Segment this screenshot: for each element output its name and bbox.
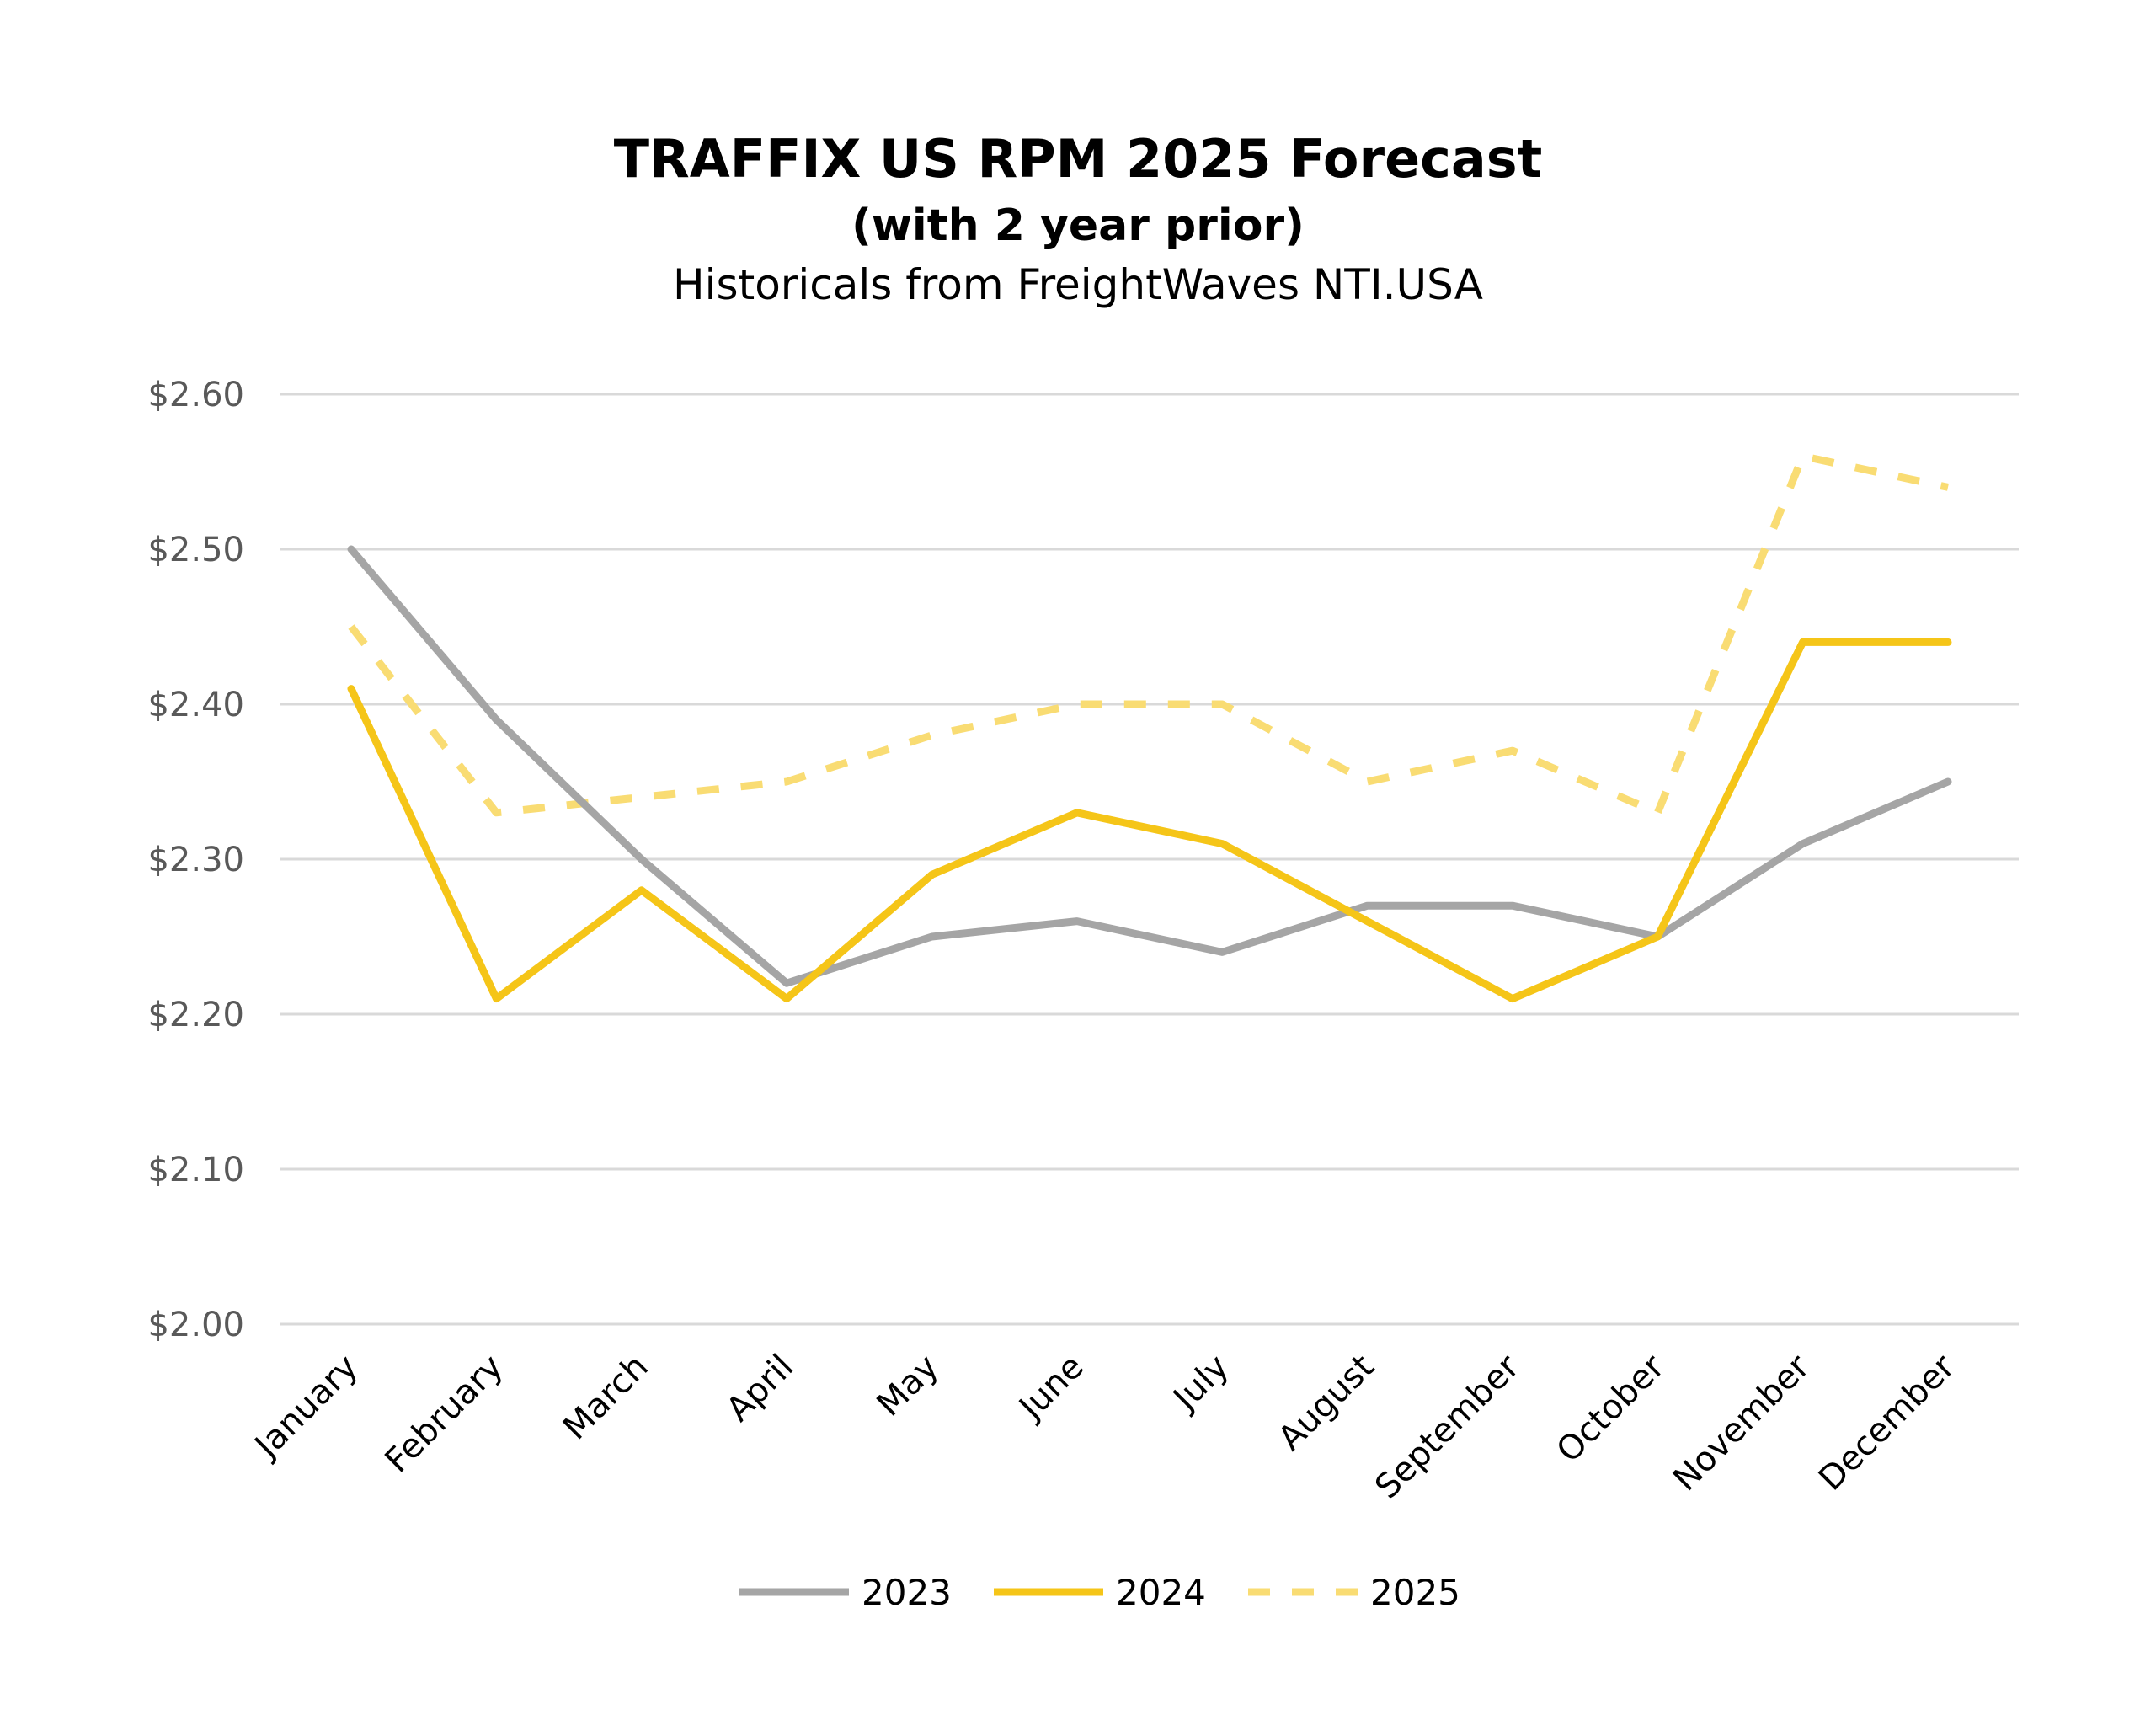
x-category-label: May <box>870 1348 947 1424</box>
chart-title: TRAFFIX US RPM 2025 Forecast <box>614 128 1543 190</box>
x-axis-categories: January February March April May June July Augu… <box>246 1347 1962 1506</box>
legend: 2023 2024 2025 <box>739 1572 1460 1613</box>
series-line-2023 <box>347 545 1952 987</box>
x-category-label: February <box>378 1348 511 1481</box>
y-tick-label: $2.10 <box>147 1151 244 1189</box>
y-tick-label: $2.00 <box>147 1306 244 1344</box>
x-category-label: June <box>1011 1348 1091 1429</box>
gridlines <box>280 393 2019 1326</box>
y-tick-label: $2.60 <box>147 376 244 414</box>
chart-subtitle: Historicals from FreightWaves NTI.USA <box>673 260 1483 309</box>
y-axis-ticks: $2.00 $2.10 $2.20 $2.30 $2.40 $2.50 $2.60 <box>147 376 244 1344</box>
series-line-2025 <box>348 452 1949 817</box>
x-category-label: November <box>1666 1347 1817 1499</box>
series-lines <box>347 452 1952 1003</box>
y-tick-label: $2.50 <box>147 531 244 569</box>
series-line-2024 <box>347 638 1952 1003</box>
legend-label-2025: 2025 <box>1370 1572 1460 1613</box>
x-category-label: March <box>556 1348 656 1448</box>
x-category-label: January <box>246 1348 366 1467</box>
legend-label-2023: 2023 <box>862 1572 952 1613</box>
chart-subtitle-bold: (with 2 year prior) <box>851 200 1305 251</box>
x-category-label: December <box>1812 1347 1963 1499</box>
y-tick-label: $2.20 <box>147 996 244 1034</box>
x-category-label: April <box>719 1348 801 1429</box>
x-category-label: July <box>1165 1348 1237 1420</box>
x-category-label: October <box>1550 1347 1673 1470</box>
x-category-label: September <box>1368 1347 1527 1506</box>
legend-label-2024: 2024 <box>1116 1572 1206 1613</box>
y-tick-label: $2.30 <box>147 841 244 879</box>
y-tick-label: $2.40 <box>147 686 244 724</box>
x-category-label: August <box>1271 1348 1382 1459</box>
